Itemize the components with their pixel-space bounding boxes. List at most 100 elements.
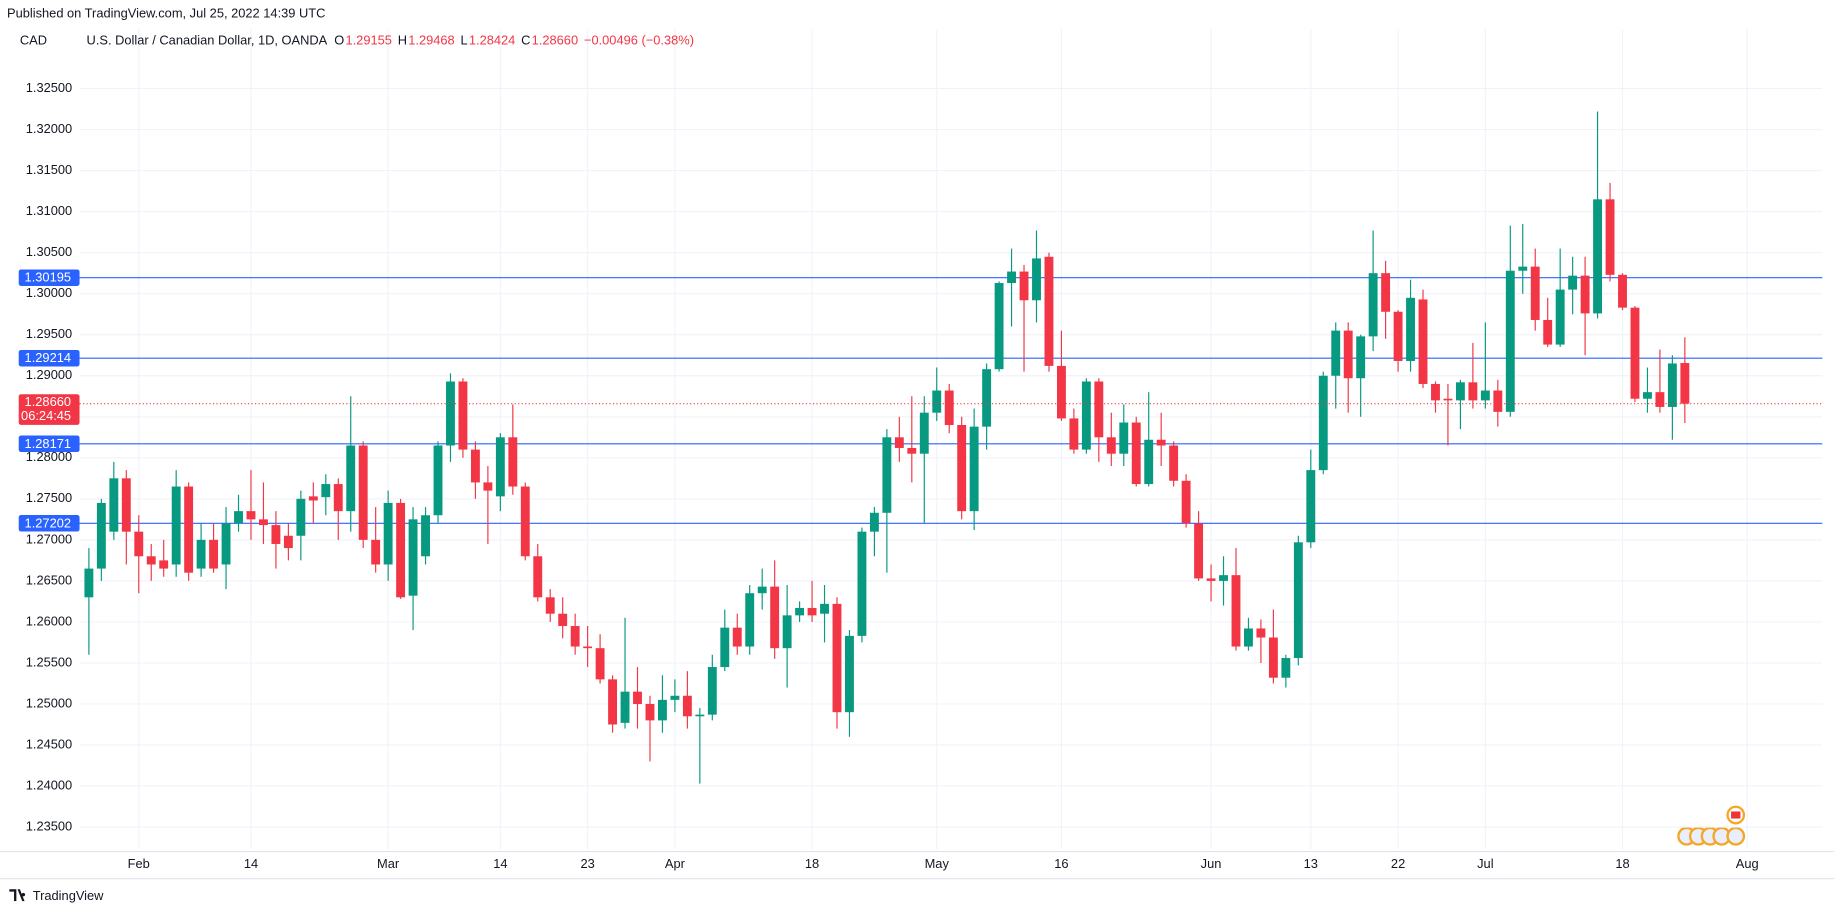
legend-change: −0.00496 (−0.38%) xyxy=(584,33,694,48)
y-tick-label: 1.28000 xyxy=(26,449,72,464)
candle-body xyxy=(820,603,829,614)
x-tick-label: 14 xyxy=(493,856,507,871)
candle-body xyxy=(296,498,306,536)
legend-key: O xyxy=(334,33,344,48)
x-tick-label: Aug xyxy=(1736,856,1759,871)
candle-body xyxy=(944,390,954,425)
legend-value: 1.29468 xyxy=(408,33,454,48)
candle-body xyxy=(670,695,680,700)
candle-body xyxy=(745,593,755,647)
candle-body xyxy=(558,613,568,627)
candle-body xyxy=(234,511,243,524)
candles xyxy=(84,111,1690,784)
y-tick-label: 1.24000 xyxy=(26,777,72,792)
candle-body xyxy=(695,714,705,717)
candle-body xyxy=(1642,392,1652,399)
candle-body xyxy=(1131,422,1141,485)
candle-body xyxy=(907,447,917,454)
candle-body xyxy=(1493,390,1503,412)
candle-body xyxy=(1119,422,1129,454)
candle-body xyxy=(446,381,455,446)
candle-body xyxy=(1618,274,1627,308)
candle-body xyxy=(1655,392,1665,407)
candle-body xyxy=(633,691,642,704)
candle-body xyxy=(383,502,393,565)
y-tick-label: 1.30500 xyxy=(26,244,72,259)
candle-body xyxy=(308,496,318,501)
candle-body xyxy=(1306,470,1316,543)
candle-body xyxy=(1256,628,1266,638)
candle-body xyxy=(545,597,555,614)
candle-body xyxy=(1331,330,1341,376)
candle-body xyxy=(832,603,842,713)
candle-body xyxy=(221,523,231,565)
candle-body xyxy=(533,556,543,598)
event-icons xyxy=(1677,805,1746,846)
x-tick-label: 14 xyxy=(244,856,258,871)
candle-body xyxy=(1368,273,1378,337)
price-line-label-bg xyxy=(18,515,80,532)
candle-body xyxy=(184,486,194,573)
x-tick-label: 18 xyxy=(805,856,819,871)
x-tick-label: 22 xyxy=(1391,856,1405,871)
candle-body xyxy=(1381,273,1391,312)
candle-body xyxy=(795,607,805,616)
candle-body xyxy=(1181,480,1191,524)
candle-body xyxy=(1069,418,1079,450)
x-tick-label: Jul xyxy=(1477,856,1493,871)
logo xyxy=(9,889,26,902)
candle-body xyxy=(321,484,331,498)
candle-body xyxy=(919,412,929,454)
candle-body xyxy=(1194,523,1204,579)
candle-body xyxy=(857,531,867,636)
candle-body xyxy=(1667,363,1677,407)
candle-body xyxy=(1593,199,1603,314)
price-line-label-bg xyxy=(18,435,80,453)
candle-body xyxy=(1680,363,1690,404)
legend-key: C xyxy=(521,33,530,48)
candle-body xyxy=(1007,271,1016,284)
candle-body xyxy=(1268,637,1278,678)
y-tick-label: 1.31000 xyxy=(26,203,72,218)
x-tick-label: Apr xyxy=(665,856,686,871)
candle-body xyxy=(371,539,381,565)
candle-body xyxy=(495,437,505,497)
candle-body xyxy=(620,691,630,723)
candle-body xyxy=(1169,445,1179,481)
x-tick-label: May xyxy=(925,856,950,871)
candle-body xyxy=(1605,199,1615,275)
candle-body xyxy=(408,519,418,596)
legend-value: 1.28660 xyxy=(532,33,578,48)
price-line-label: 1.29214 xyxy=(25,350,71,365)
published-note: Published on TradingView.com, Jul 25, 20… xyxy=(7,6,325,21)
candle-body xyxy=(84,568,94,598)
candle-body xyxy=(1231,575,1241,647)
candle-body xyxy=(1244,628,1253,647)
y-tick-label: 1.32500 xyxy=(26,80,72,95)
candle-body xyxy=(171,486,181,565)
candle-body xyxy=(1206,578,1216,581)
legend-symbol: CAD xyxy=(20,33,47,48)
candle-body xyxy=(1418,299,1428,384)
candle-body xyxy=(159,560,169,569)
legend-instrument: U.S. Dollar / Canadian Dollar, 1D, OANDA xyxy=(87,33,328,48)
grid xyxy=(79,29,1823,850)
price-line-label-bg xyxy=(18,269,80,286)
candle-body xyxy=(134,531,144,557)
candle-body xyxy=(994,283,1004,370)
candle-body xyxy=(770,586,780,649)
candle-body xyxy=(1156,439,1166,446)
candle-body xyxy=(732,627,742,647)
candle-body xyxy=(109,478,119,532)
candle-body xyxy=(1293,542,1303,659)
candle-body xyxy=(1455,382,1465,401)
candle-body xyxy=(682,695,692,717)
candle-body xyxy=(645,703,655,721)
x-tick-label: 18 xyxy=(1615,856,1629,871)
candle-body xyxy=(1318,375,1328,471)
candle-body xyxy=(657,699,667,721)
price-line-label: 1.28171 xyxy=(25,436,71,451)
x-tick-label: 13 xyxy=(1304,856,1318,871)
